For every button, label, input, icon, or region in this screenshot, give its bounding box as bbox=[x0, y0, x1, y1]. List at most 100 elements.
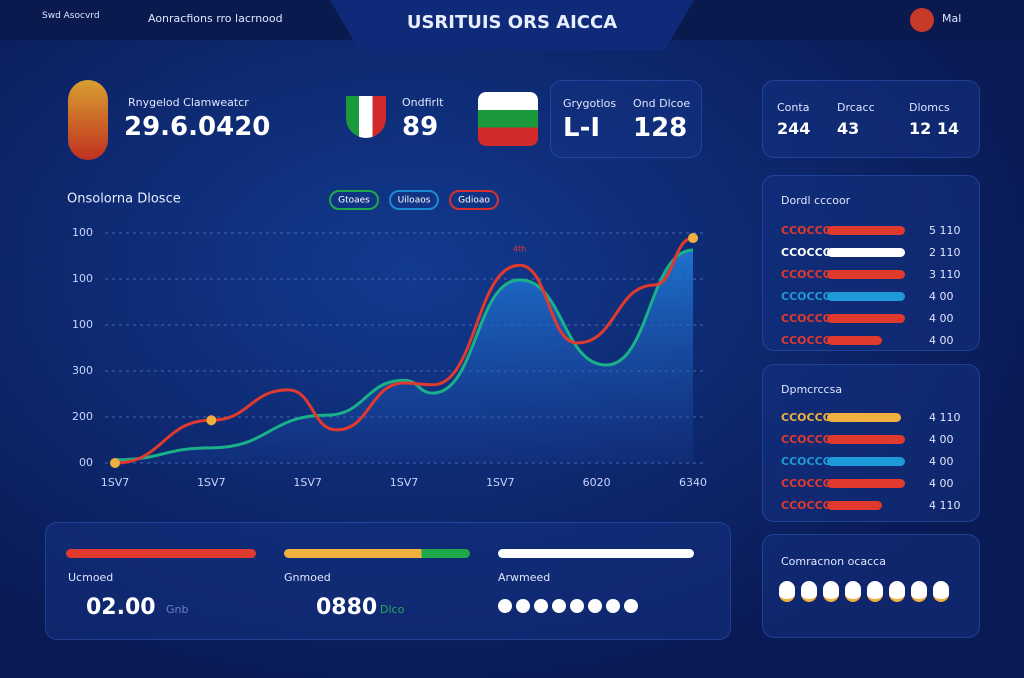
pin-icon bbox=[845, 581, 861, 602]
page-title: USRITUIS ORS AICCA bbox=[406, 12, 618, 33]
pin-icon bbox=[933, 581, 949, 602]
stat-label: Conta bbox=[777, 101, 810, 114]
panel-title: Dordl cccoor bbox=[781, 194, 851, 207]
row-value: 4 00 bbox=[929, 432, 954, 446]
progress-bar bbox=[284, 549, 470, 558]
bar bbox=[827, 335, 883, 345]
bar bbox=[827, 434, 906, 444]
bar bbox=[827, 247, 906, 257]
row-value: 5 110 bbox=[929, 223, 961, 237]
bar-row: CCOCCO 4 00 bbox=[781, 311, 954, 325]
card-label: Arwmeed bbox=[498, 571, 551, 584]
x-tick-label: 1SV7 bbox=[390, 476, 419, 489]
x-tick-label: 1SV7 bbox=[101, 476, 130, 489]
bar-row: CCOCCO 4 00 bbox=[781, 333, 954, 347]
row-label: CCOCCO bbox=[781, 410, 832, 424]
icon-row bbox=[498, 599, 638, 613]
line bbox=[114, 236, 694, 465]
x-tick-label: 6020 bbox=[583, 476, 611, 489]
title-tab bbox=[330, 0, 694, 50]
progress-bar bbox=[66, 549, 256, 558]
bar-track bbox=[827, 434, 919, 444]
stat-value: 89 bbox=[402, 112, 439, 142]
panel: Comracnon ocacca bbox=[762, 534, 980, 638]
point bbox=[206, 415, 217, 426]
bar-row: CCOCCO 4 00 bbox=[781, 432, 954, 446]
bar bbox=[827, 313, 906, 323]
bar bbox=[827, 291, 906, 301]
avatar[interactable] bbox=[910, 8, 934, 32]
row-label: CCOCCO bbox=[781, 267, 832, 281]
chart: Onsolorna Dlosce 00 200 300 100 100 100 1SV7 1S… bbox=[67, 190, 707, 489]
row-label: CCOCCO bbox=[781, 498, 832, 512]
x-tick-label: 1SV7 bbox=[486, 476, 515, 489]
bar-row: CCOCCO 4 110 bbox=[781, 410, 961, 424]
y-tick-label: 300 bbox=[72, 364, 93, 377]
row-value: 4 00 bbox=[929, 289, 954, 303]
bar-row: CCOCCO 4 00 bbox=[781, 476, 954, 490]
x-tick-label: 1SV7 bbox=[197, 476, 226, 489]
legend-label[interactable]: Uiloaos bbox=[398, 196, 431, 206]
row-label: CCOCCO bbox=[781, 333, 832, 347]
row-value: 4 00 bbox=[929, 476, 954, 490]
bar-row: CCOCCO 4 110 bbox=[781, 498, 961, 512]
legend-button[interactable] bbox=[449, 190, 499, 210]
bar bbox=[827, 478, 906, 488]
x-tick-label: 6340 bbox=[679, 476, 707, 489]
stat-label: Rnygelod Clamweatcr bbox=[128, 96, 249, 109]
bar-track bbox=[827, 335, 919, 345]
bar-track bbox=[827, 456, 919, 466]
legend-label[interactable]: Gdioao bbox=[458, 196, 490, 206]
row-label: CCOCCO bbox=[781, 432, 832, 446]
row-label: CCOCCO bbox=[781, 289, 832, 303]
legend-label[interactable]: Gtoaes bbox=[338, 196, 370, 206]
panel: Dpmcrccsa CCOCCO 4 110 CCOCCO 4 00 CCOCCO 4 0… bbox=[762, 364, 980, 522]
bar bbox=[827, 269, 906, 279]
row-label: CCOCCO bbox=[781, 454, 832, 468]
y-tick-label: 200 bbox=[72, 410, 93, 423]
user-name[interactable]: Mal bbox=[942, 12, 962, 25]
progress-bar bbox=[498, 549, 694, 558]
y-tick-label: 100 bbox=[72, 226, 93, 239]
pin-icon bbox=[801, 581, 817, 602]
pin-icon bbox=[911, 581, 927, 602]
stat-label: Ondfirlt bbox=[402, 96, 444, 109]
y-tick-label: 00 bbox=[79, 456, 93, 469]
panel-title: Dpmcrccsa bbox=[781, 383, 843, 396]
card-value: 0880 bbox=[316, 595, 378, 620]
line bbox=[114, 248, 694, 462]
pin-icon bbox=[779, 581, 795, 602]
pin-icon bbox=[867, 581, 883, 602]
row-label: CCOCCO bbox=[781, 245, 832, 259]
stat-label: Drcacc bbox=[837, 101, 875, 114]
bar-row: CCOCCO 2 110 bbox=[781, 245, 961, 259]
card-note: Dlco bbox=[380, 603, 405, 616]
bar-row: CCOCCO 4 00 bbox=[781, 289, 954, 303]
bar-track bbox=[827, 225, 919, 235]
stat-label: Grygotlos bbox=[563, 97, 617, 110]
pin-icon bbox=[823, 581, 839, 602]
card-label: Ucmoed bbox=[68, 571, 114, 584]
row-label: CCOCCO bbox=[781, 311, 832, 325]
panel-title: Comracnon ocacca bbox=[781, 555, 886, 568]
row-value: 4 00 bbox=[929, 454, 954, 468]
stat-value: 43 bbox=[837, 119, 860, 138]
panel: Dordl cccoor CCOCCO 5 110 CCOCCO 2 110 CCOCC… bbox=[762, 175, 980, 351]
row-label: CCOCCO bbox=[781, 476, 832, 490]
row-value: 4 110 bbox=[929, 498, 961, 512]
row-value: 4 00 bbox=[929, 311, 954, 325]
stat-value: 12 14 bbox=[909, 119, 960, 138]
row-value: 4 00 bbox=[929, 333, 954, 347]
bar-track bbox=[827, 412, 919, 422]
bar bbox=[827, 225, 906, 235]
stat-value: L-I bbox=[563, 113, 601, 143]
brand: Swd Asocvrd bbox=[42, 11, 100, 21]
bar-track bbox=[827, 269, 919, 279]
stat-value: 128 bbox=[633, 113, 688, 143]
breadcrumb[interactable]: Aonracfions rro lacrnood bbox=[148, 12, 283, 25]
card-label: Gnmoed bbox=[284, 571, 331, 584]
legend-button[interactable] bbox=[329, 190, 379, 210]
legend-button[interactable] bbox=[389, 190, 439, 210]
bar bbox=[827, 456, 906, 466]
